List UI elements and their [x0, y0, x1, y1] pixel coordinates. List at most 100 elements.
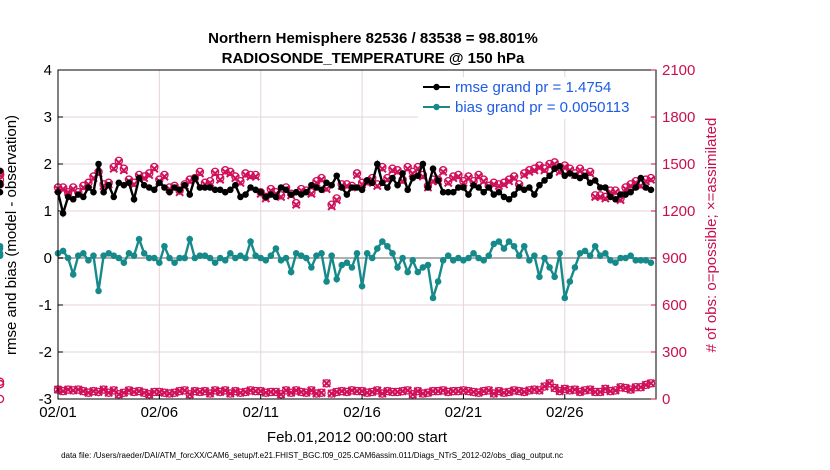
y-axis-label: rmse and bias (model - observation): [3, 115, 20, 355]
obs-assimilated-bottom-point: [540, 382, 549, 391]
bias-point: [130, 252, 138, 259]
bias-point: [85, 257, 92, 264]
rmse-point: [617, 191, 624, 198]
y2-tick-label: 1200: [662, 203, 695, 220]
rmse-obs-possible-point: [352, 169, 362, 178]
bias-point: [460, 257, 467, 264]
rmse-point: [470, 181, 477, 189]
rmse-point: [196, 184, 204, 191]
bias-point: [221, 257, 229, 264]
bias-point: [90, 252, 97, 259]
rmse-point: [252, 186, 259, 194]
rmse-obs-possible-point: [119, 164, 129, 173]
bias-point: [571, 264, 579, 271]
bias-point: [363, 250, 371, 257]
bias-point: [166, 254, 173, 262]
rmse-point: [115, 179, 123, 187]
rmse-point: [227, 186, 234, 194]
rmse-point: [379, 179, 386, 187]
bias-point: [156, 259, 163, 267]
rmse-obs-possible-point: [241, 169, 250, 178]
obs-assimilated-bottom-point: [99, 385, 108, 394]
rmse-point: [505, 195, 513, 203]
rmse-point: [526, 184, 533, 191]
rmse-obs-possible-point: [317, 173, 326, 183]
bias-point: [627, 252, 634, 259]
rmse-point: [409, 174, 417, 182]
bias-point: [536, 273, 543, 281]
bias-point: [64, 254, 72, 262]
rmse-point: [0, 188, 4, 196]
rmse-point: [394, 181, 401, 189]
rmse-point: [232, 181, 239, 189]
rmse-obs-assimilated-point: [504, 176, 514, 186]
obs-assimilated-bottom-point: [646, 379, 656, 388]
bias-point: [526, 257, 533, 264]
rmse-point: [95, 160, 102, 168]
obs-assimilated-bottom-point: [378, 389, 387, 398]
rmse-obs-possible-point: [226, 167, 235, 177]
bias-point: [500, 245, 508, 252]
rmse-obs-possible-point: [575, 164, 585, 173]
bias-point: [399, 254, 406, 262]
bias-point: [262, 257, 270, 264]
rmse-obs-possible-point: [144, 169, 154, 178]
bias-point: [455, 254, 462, 262]
bias-point: [510, 242, 518, 250]
bias-point: [607, 257, 614, 264]
obs-possible-bottom-point: [322, 379, 331, 388]
bias-point: [490, 240, 498, 248]
obs-assimilated-bottom-point: [94, 387, 103, 397]
rmse-obs-possible-point: [585, 167, 595, 177]
rmse-point: [373, 160, 381, 168]
rmse-point: [500, 193, 508, 201]
bias-point: [434, 278, 442, 285]
obs-assimilated-bottom-point: [104, 388, 113, 398]
rmse-obs-possible-point: [114, 156, 124, 166]
y-tick-label: 2: [44, 156, 52, 173]
y-tick-label: -1: [39, 297, 52, 314]
rmse-point: [74, 191, 82, 198]
bias-point: [252, 252, 259, 259]
bias-point: [313, 252, 320, 259]
rmse-point: [242, 191, 249, 198]
rmse-point: [277, 184, 285, 191]
bias-group: [0, 234, 655, 302]
rmse-point: [156, 179, 163, 187]
rmse-point: [368, 179, 376, 187]
bias-point: [439, 257, 447, 264]
bias-point: [105, 250, 112, 257]
bias-point: [647, 259, 655, 267]
rmse-point: [384, 184, 391, 191]
y2-tick-label: 600: [662, 297, 687, 314]
rmse-point: [297, 191, 305, 198]
plot-frame: [57, 69, 657, 400]
bias-point: [368, 254, 376, 262]
obs-assimilated-bottom-point: [550, 383, 559, 393]
bias-point: [171, 259, 178, 267]
obs-assimilated-bottom-point: [200, 386, 210, 396]
rmse-obs-assimilated-point: [519, 170, 529, 180]
bias-point: [556, 250, 564, 257]
bias-point: [69, 271, 77, 278]
y2-tick-label: 2100: [662, 62, 695, 79]
bias-point: [541, 254, 548, 262]
obs-assimilated-bottom-point: [611, 386, 620, 395]
rmse-point: [541, 177, 548, 184]
obs-assimilated-bottom-point: [205, 389, 215, 398]
y-tick-label: 3: [44, 109, 52, 126]
bias-point: [622, 254, 629, 262]
rmse-point: [171, 184, 178, 191]
obs-assimilated-bottom-point: [225, 389, 235, 398]
rmse-point: [282, 186, 290, 194]
rmse-obs-possible-point: [231, 172, 240, 181]
obs-assimilated-bottom-point: [555, 386, 565, 396]
bias-point: [586, 252, 594, 259]
rmse-point: [424, 184, 432, 191]
bias-point: [287, 268, 295, 276]
rmse-obs-possible-point: [210, 167, 220, 177]
rmse-obs-possible-point: [646, 173, 656, 183]
rmse-point: [181, 181, 188, 189]
rmse-point: [105, 181, 112, 189]
rmse-point: [520, 186, 528, 194]
